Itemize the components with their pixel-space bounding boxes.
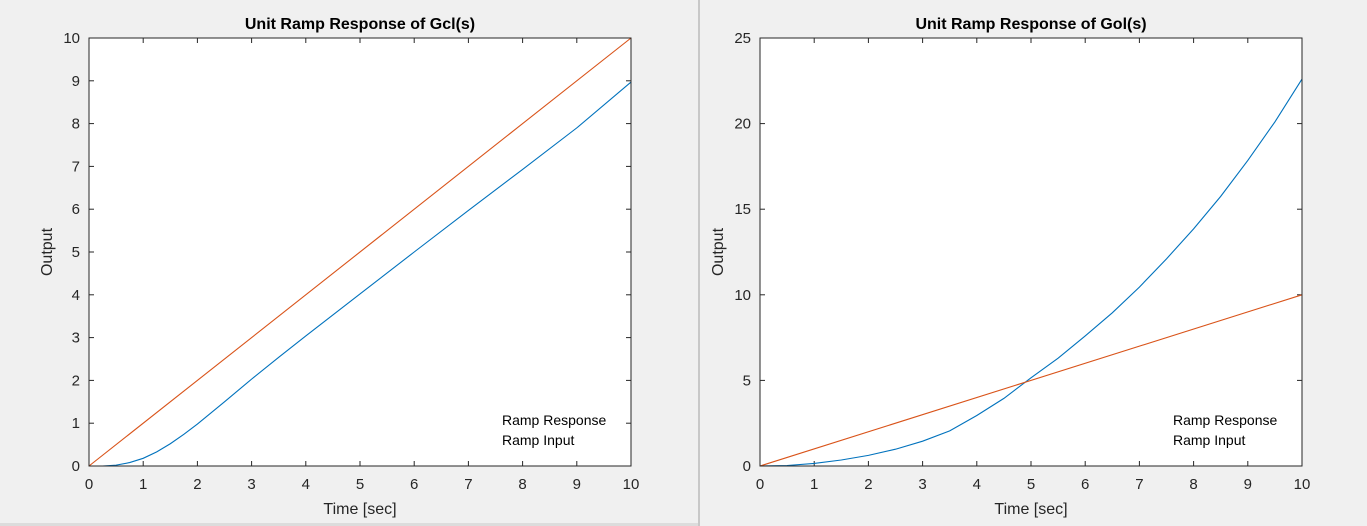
- gol-legend-entry: Ramp Input: [1173, 432, 1245, 448]
- figure-window-right: Unit Ramp Response of Gol(s) 0 1 2 3 4 5 6 7 8 9 10…: [700, 0, 1367, 526]
- gol-y-axis-label: Output: [710, 227, 727, 276]
- gcl-x-tick-label: 3: [247, 476, 255, 493]
- gcl-y-tick-label: 8: [72, 116, 80, 133]
- gcl-series-ramp-response: [89, 81, 632, 467]
- gcl-legend-entry: Ramp Response: [502, 412, 606, 428]
- gol-y-tick-label: 15: [734, 201, 751, 218]
- window-bottom-edge: [0, 523, 698, 526]
- gcl-x-tick-label: 8: [518, 476, 526, 493]
- gcl-x-tick-label: 0: [85, 476, 93, 493]
- gol-x-tick-label: 5: [1027, 476, 1035, 493]
- gol-x-tick-label: 6: [1081, 476, 1089, 493]
- gcl-y-tick-label: 6: [72, 201, 80, 218]
- gcl-y-tick-label: 0: [72, 458, 80, 475]
- gol-x-tick-label: 0: [756, 476, 764, 493]
- gol-series-ramp-input: [759, 294, 1303, 467]
- gcl-chart-title: Unit Ramp Response of Gcl(s): [245, 16, 475, 33]
- gol-y-tick-label: 25: [734, 30, 751, 47]
- gol-y-tick-label: 5: [743, 372, 751, 389]
- gol-legend-entry: Ramp Response: [1173, 412, 1277, 428]
- chart-gcl: Unit Ramp Response of Gcl(s)0 1 2 3 4 5 6 7 8 9 10…: [39, 16, 640, 518]
- gol-x-tick-label: 4: [973, 476, 981, 493]
- gol-axes-box: [759, 37, 1303, 467]
- gcl-y-tick-label: 1: [72, 415, 80, 432]
- gcl-y-axis-label: Output: [39, 227, 56, 276]
- window-divider: [698, 0, 700, 526]
- chart-gol: Unit Ramp Response of Gol(s) 0 1 2 3 4 5 6 7 8 9 10…: [710, 16, 1311, 518]
- gol-x-tick-label: 10: [1294, 476, 1311, 493]
- gcl-y-tick-label: 2: [72, 372, 80, 389]
- gcl-y-tick-label: 5: [72, 244, 80, 261]
- gol-y-tick-label: 10: [734, 287, 751, 304]
- gcl-y-tick-label: 9: [72, 73, 80, 90]
- gcl-x-tick-label: 2: [193, 476, 201, 493]
- gcl-x-tick-label: 10: [623, 476, 640, 493]
- gcl-y-tick-label: 3: [72, 330, 80, 347]
- gol-x-tick-label: 2: [864, 476, 872, 493]
- gol-series-ramp-response: [759, 78, 1303, 467]
- gcl-axes-box: [88, 37, 632, 467]
- gcl-x-tick-label: 6: [410, 476, 418, 493]
- gol-x-tick-label: 7: [1135, 476, 1143, 493]
- gol-x-tick-label: 9: [1244, 476, 1252, 493]
- gcl-x-tick-label: 5: [356, 476, 364, 493]
- gol-x-tick-label: 1: [810, 476, 818, 493]
- gol-y-tick-label: 20: [734, 116, 751, 133]
- gol-chart-title: Unit Ramp Response of Gol(s): [915, 16, 1146, 33]
- gol-x-tick-label: 3: [918, 476, 926, 493]
- gcl-series-ramp-input: [88, 37, 632, 467]
- gcl-x-tick-label: 4: [302, 476, 310, 493]
- gcl-x-axis-label: Time [sec]: [323, 501, 396, 518]
- gcl-y-tick-label: 7: [72, 158, 80, 175]
- gcl-x-tick-label: 1: [139, 476, 147, 493]
- gcl-y-tick-label: 4: [72, 287, 80, 304]
- gcl-x-tick-label: 7: [464, 476, 472, 493]
- gol-x-tick-label: 8: [1189, 476, 1197, 493]
- gcl-legend-entry: Ramp Input: [502, 432, 574, 448]
- gol-y-tick-label: 0: [743, 458, 751, 475]
- gol-x-axis-label: Time [sec]: [994, 501, 1067, 518]
- figure-window-left: Unit Ramp Response of Gcl(s) 0 1 2 3 4 5 6 7 8 9 10…: [39, 16, 640, 518]
- gcl-y-tick-label: 10: [63, 30, 80, 47]
- gol-axes-background: [760, 38, 1302, 466]
- gcl-x-tick-label: 9: [573, 476, 581, 493]
